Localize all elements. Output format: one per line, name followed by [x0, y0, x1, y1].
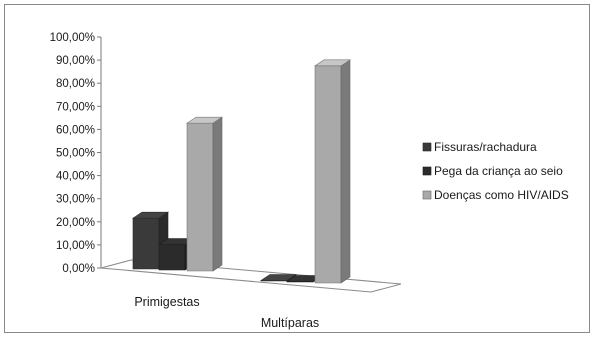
legend-swatch — [422, 190, 432, 200]
bar-chart-3d: 0,00% 10,00% 20,00% 30,00% 40,00% 50,00% 60,00… — [50, 32, 569, 330]
category-label: Primigestas — [134, 295, 199, 309]
legend-swatch — [422, 142, 432, 152]
bar-front-face — [158, 244, 186, 271]
bar-side-face — [212, 116, 223, 272]
legend-swatch — [422, 166, 432, 176]
bar — [314, 59, 351, 284]
y-tick-label: 60,00% — [56, 124, 95, 136]
bar-top-face — [186, 116, 223, 124]
bar-side-face — [340, 59, 351, 284]
bar-top-face — [132, 211, 169, 219]
y-tick-label: 80,00% — [56, 78, 95, 90]
bar-front-face — [314, 65, 342, 284]
bar-zero — [260, 273, 297, 282]
y-tick-label: 10,00% — [56, 240, 95, 252]
bar — [186, 116, 223, 272]
y-tick-label: 20,00% — [56, 217, 95, 229]
y-tick-label: 40,00% — [56, 171, 95, 183]
y-tick-label: 100,00% — [50, 32, 95, 44]
legend-label: Pega da criança ao seio — [434, 164, 563, 178]
y-tick-label: 70,00% — [56, 101, 95, 113]
legend-label: Doenças como HIV/AIDS — [434, 188, 569, 202]
y-tick-label: 50,00% — [56, 148, 95, 160]
bar-front-face — [186, 122, 214, 272]
chart-frame: 0,00% 10,00% 20,00% 30,00% 40,00% 50,00% 60,00… — [4, 4, 590, 333]
legend-label: Fissuras/rachadura — [434, 140, 537, 154]
bar-top-face — [314, 59, 351, 67]
y-tick-label: 30,00% — [56, 194, 95, 206]
bar-front-face — [132, 217, 160, 270]
y-tick-label: 0,00% — [62, 263, 95, 275]
category-label: Multíparas — [261, 316, 319, 330]
y-tick-label: 90,00% — [56, 55, 95, 67]
bar-top-face — [260, 274, 297, 281]
